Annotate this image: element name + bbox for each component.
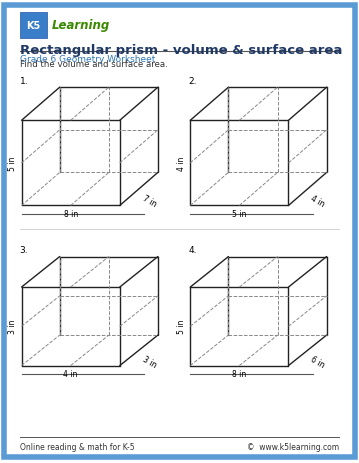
Text: 5 in: 5 in — [232, 210, 247, 219]
Text: 4 in: 4 in — [177, 156, 186, 171]
Text: 5 in: 5 in — [8, 156, 17, 171]
Text: Online reading & math for K-5: Online reading & math for K-5 — [20, 442, 134, 451]
Text: 3 in: 3 in — [141, 354, 158, 369]
Text: Find the volume and surface area.: Find the volume and surface area. — [20, 60, 168, 69]
Text: 6 in: 6 in — [309, 354, 326, 369]
Text: Learning: Learning — [52, 19, 110, 32]
Text: 1.: 1. — [20, 77, 28, 86]
Text: ©  www.k5learning.com: © www.k5learning.com — [247, 442, 339, 451]
Text: 8 in: 8 in — [232, 369, 247, 378]
Text: 5 in: 5 in — [177, 319, 186, 334]
Text: Rectangular prism - volume & surface area: Rectangular prism - volume & surface are… — [20, 44, 342, 57]
Text: 4 in: 4 in — [309, 193, 326, 208]
Text: 2.: 2. — [188, 77, 197, 86]
Text: 4 in: 4 in — [64, 369, 78, 378]
Text: 8 in: 8 in — [64, 210, 78, 219]
Text: 3.: 3. — [20, 246, 28, 255]
Text: Grade 6 Geometry Worksheet: Grade 6 Geometry Worksheet — [20, 55, 155, 63]
Text: 3 in: 3 in — [8, 319, 17, 334]
Text: 4.: 4. — [188, 246, 197, 255]
Bar — [20, 13, 47, 39]
Text: K5: K5 — [26, 21, 40, 31]
Text: 7 in: 7 in — [141, 193, 158, 208]
